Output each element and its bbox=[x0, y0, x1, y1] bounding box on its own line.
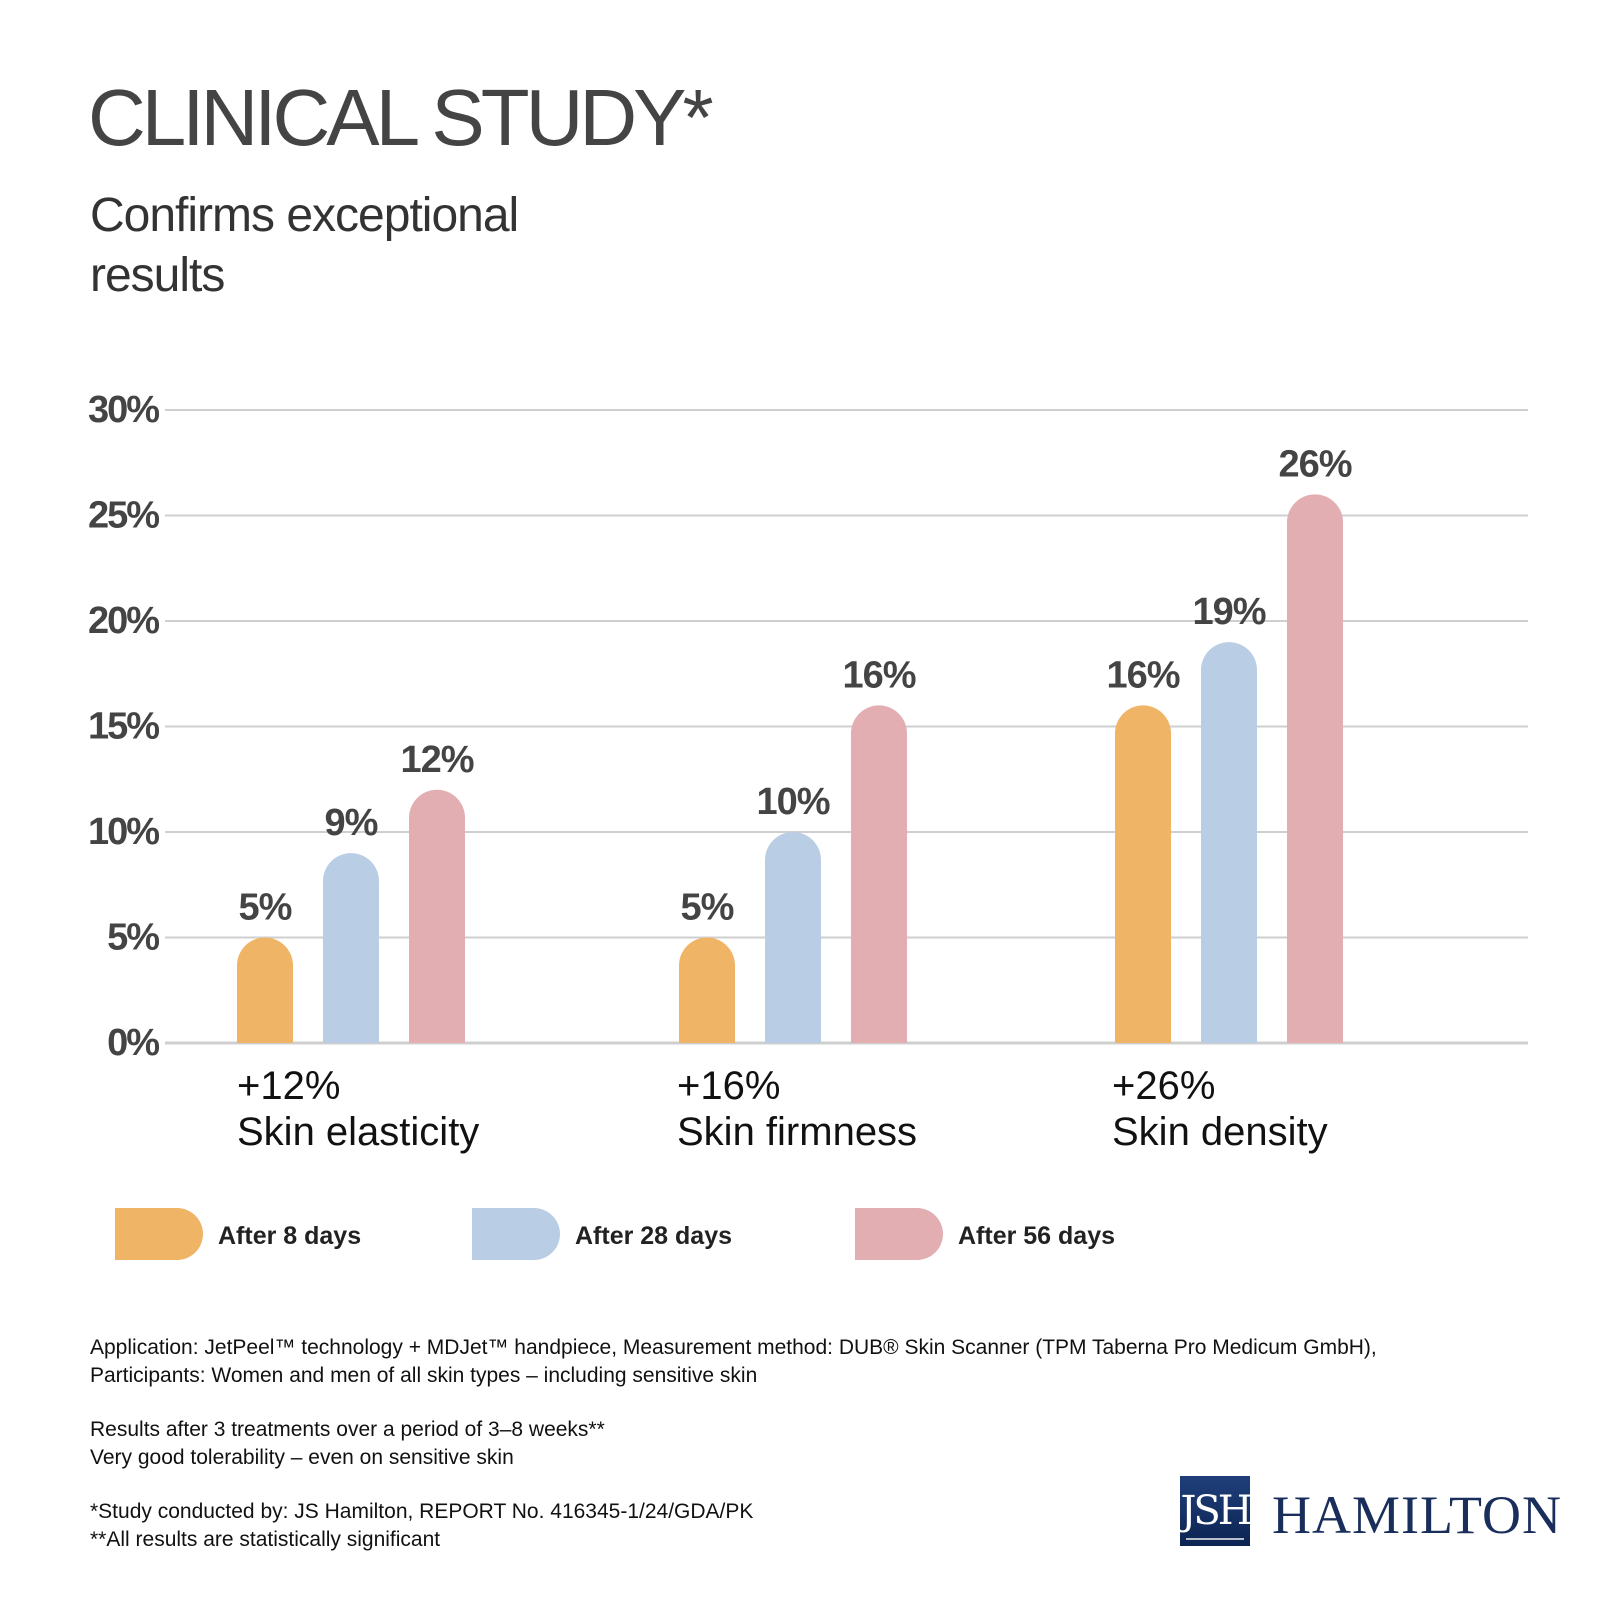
bar bbox=[237, 937, 293, 1043]
data-label: 26% bbox=[1278, 443, 1351, 485]
page-title: CLINICAL STUDY* bbox=[88, 73, 714, 162]
bar bbox=[409, 789, 465, 1043]
data-label: 10% bbox=[756, 781, 829, 823]
category-name: Skin elasticity bbox=[237, 1110, 480, 1154]
data-label: 9% bbox=[325, 802, 378, 844]
data-label: 5% bbox=[681, 887, 734, 929]
logo-mark: JSH bbox=[1180, 1476, 1253, 1546]
y-tick-label: 10% bbox=[88, 811, 159, 853]
y-tick-label: 25% bbox=[88, 495, 159, 537]
legend-swatch bbox=[472, 1208, 560, 1260]
y-tick-label: 30% bbox=[88, 389, 159, 431]
category-total: +12% bbox=[237, 1064, 341, 1108]
y-tick-label: 5% bbox=[107, 917, 159, 959]
legend-label: After 8 days bbox=[218, 1222, 362, 1250]
category-total: +16% bbox=[677, 1064, 781, 1108]
bar bbox=[851, 705, 907, 1043]
category-label-firmness: +16% Skin firmness bbox=[677, 1063, 917, 1155]
logo-name: HAMILTON bbox=[1272, 1485, 1563, 1545]
significance-footnote: **All results are statistically signific… bbox=[90, 1528, 441, 1551]
category-label-elasticity: +12% Skin elasticity bbox=[237, 1063, 479, 1155]
bar bbox=[1115, 705, 1171, 1043]
legend-label: After 56 days bbox=[958, 1222, 1116, 1250]
bar bbox=[323, 853, 380, 1043]
hamilton-logo: JSH HAMILTON bbox=[1180, 1476, 1563, 1548]
data-label: 19% bbox=[1192, 591, 1265, 633]
category-total: +26% bbox=[1112, 1064, 1216, 1108]
page-subtitle: Confirms exceptional results bbox=[90, 189, 519, 302]
y-tick-label: 20% bbox=[88, 600, 159, 642]
bar bbox=[679, 937, 735, 1043]
category-label-density: +26% Skin density bbox=[1112, 1063, 1328, 1155]
tolerability-line: Very good tolerability – even on sensiti… bbox=[90, 1446, 514, 1469]
results-line: Results after 3 treatments over a period… bbox=[90, 1418, 605, 1441]
category-name: Skin firmness bbox=[677, 1110, 918, 1154]
results-note: Results after 3 treatments over a period… bbox=[90, 1416, 1490, 1472]
legend-swatch bbox=[855, 1208, 943, 1260]
footnotes: *Study conducted by: JS Hamilton, REPORT… bbox=[90, 1498, 1490, 1554]
bar bbox=[765, 832, 821, 1043]
data-label: 16% bbox=[842, 654, 915, 696]
legend-swatch bbox=[115, 1208, 203, 1260]
y-tick-label: 0% bbox=[107, 1022, 159, 1064]
category-name: Skin density bbox=[1112, 1110, 1328, 1154]
y-tick-label: 15% bbox=[88, 706, 159, 748]
study-footnote: *Study conducted by: JS Hamilton, REPORT… bbox=[90, 1500, 754, 1523]
data-label: 12% bbox=[400, 739, 473, 781]
bar bbox=[1287, 494, 1343, 1044]
legend-label: After 28 days bbox=[575, 1222, 733, 1250]
application-note: Application: JetPeel™ technology + MDJet… bbox=[90, 1336, 1377, 1387]
data-label: 5% bbox=[239, 887, 292, 929]
bar bbox=[1201, 642, 1257, 1043]
data-label: 16% bbox=[1106, 654, 1179, 696]
